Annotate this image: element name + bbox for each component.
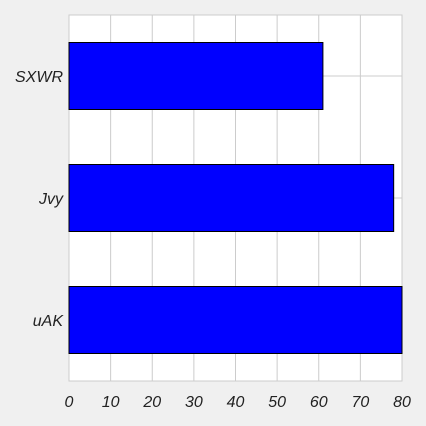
x-tick-label-7: 70: [351, 394, 369, 411]
x-tick-label-2: 20: [142, 394, 161, 411]
y-tick-label-0: SXWR: [15, 69, 63, 86]
y-tick-label-1: Jvy: [38, 191, 64, 208]
y-axis-labels: SXWR Jvy uAK: [15, 69, 64, 330]
x-tick-label-6: 60: [310, 394, 328, 411]
x-tick-label-8: 80: [393, 394, 411, 411]
x-tick-label-4: 40: [227, 394, 245, 411]
x-tick-label-3: 30: [185, 394, 203, 411]
bar-uAK: [68, 286, 403, 354]
x-tick-label-1: 10: [102, 394, 120, 411]
y-tick-label-2: uAK: [33, 313, 65, 330]
bar-Jvy: [68, 164, 395, 232]
x-axis-labels: 0 10 20 30 40 50 60 70 80: [65, 394, 411, 411]
bar-SXWR: [68, 42, 324, 110]
x-tick-label-5: 50: [268, 394, 286, 411]
x-tick-label-0: 0: [65, 394, 74, 411]
bars: [68, 42, 403, 354]
